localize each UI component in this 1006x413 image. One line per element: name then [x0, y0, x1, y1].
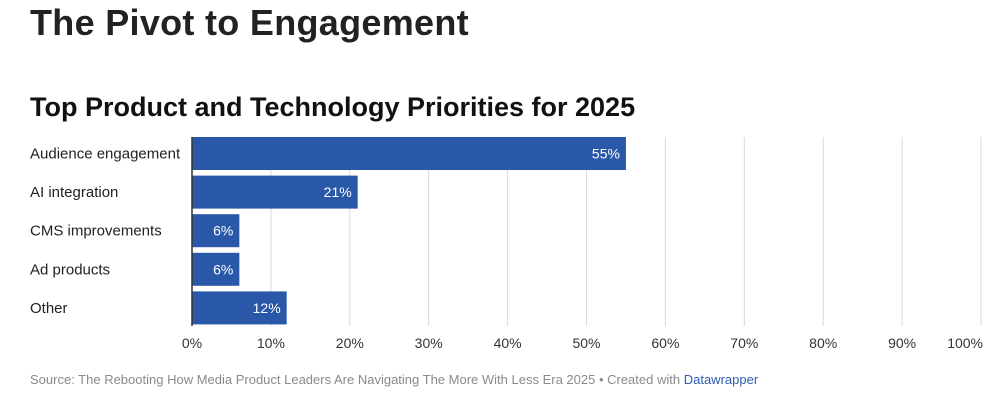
- x-tick-label: 0%: [182, 335, 202, 351]
- x-tick-label: 60%: [651, 335, 679, 351]
- page-title: The Pivot to Engagement: [30, 2, 469, 43]
- x-tick-label: 40%: [494, 335, 522, 351]
- bar: [192, 252, 240, 286]
- bar: [192, 137, 626, 170]
- x-tick-label: 70%: [730, 335, 758, 351]
- bar-value-label: 12%: [253, 300, 281, 316]
- x-tick-label: 20%: [336, 335, 364, 351]
- category-label: AI integration: [30, 184, 118, 201]
- source-footer: Source: The Rebooting How Media Product …: [30, 372, 758, 387]
- x-tick-label: 10%: [257, 335, 285, 351]
- category-label: CMS improvements: [30, 223, 162, 240]
- bar-value-label: 6%: [213, 261, 233, 277]
- source-text: Source: The Rebooting How Media Product …: [30, 372, 681, 387]
- x-tick-label: 50%: [572, 335, 600, 351]
- category-label: Audience engagement: [30, 146, 181, 163]
- x-tick-label: 90%: [888, 335, 916, 351]
- bar: [192, 291, 287, 325]
- bar-value-label: 6%: [213, 223, 233, 239]
- bar: [192, 175, 358, 209]
- bar: [192, 214, 240, 248]
- x-tick-label: 100%: [947, 335, 983, 351]
- category-label: Ad products: [30, 261, 110, 278]
- bar-chart: Audience engagement 55% AI integration 21% C…: [30, 137, 983, 351]
- x-tick-label: 30%: [415, 335, 443, 351]
- datawrapper-link[interactable]: Datawrapper: [683, 372, 759, 387]
- bar-value-label: 55%: [592, 146, 620, 162]
- bar-value-label: 21%: [324, 184, 352, 200]
- x-tick-label: 80%: [809, 335, 837, 351]
- chart-title: Top Product and Technology Priorities fo…: [30, 92, 636, 122]
- category-label: Other: [30, 300, 68, 317]
